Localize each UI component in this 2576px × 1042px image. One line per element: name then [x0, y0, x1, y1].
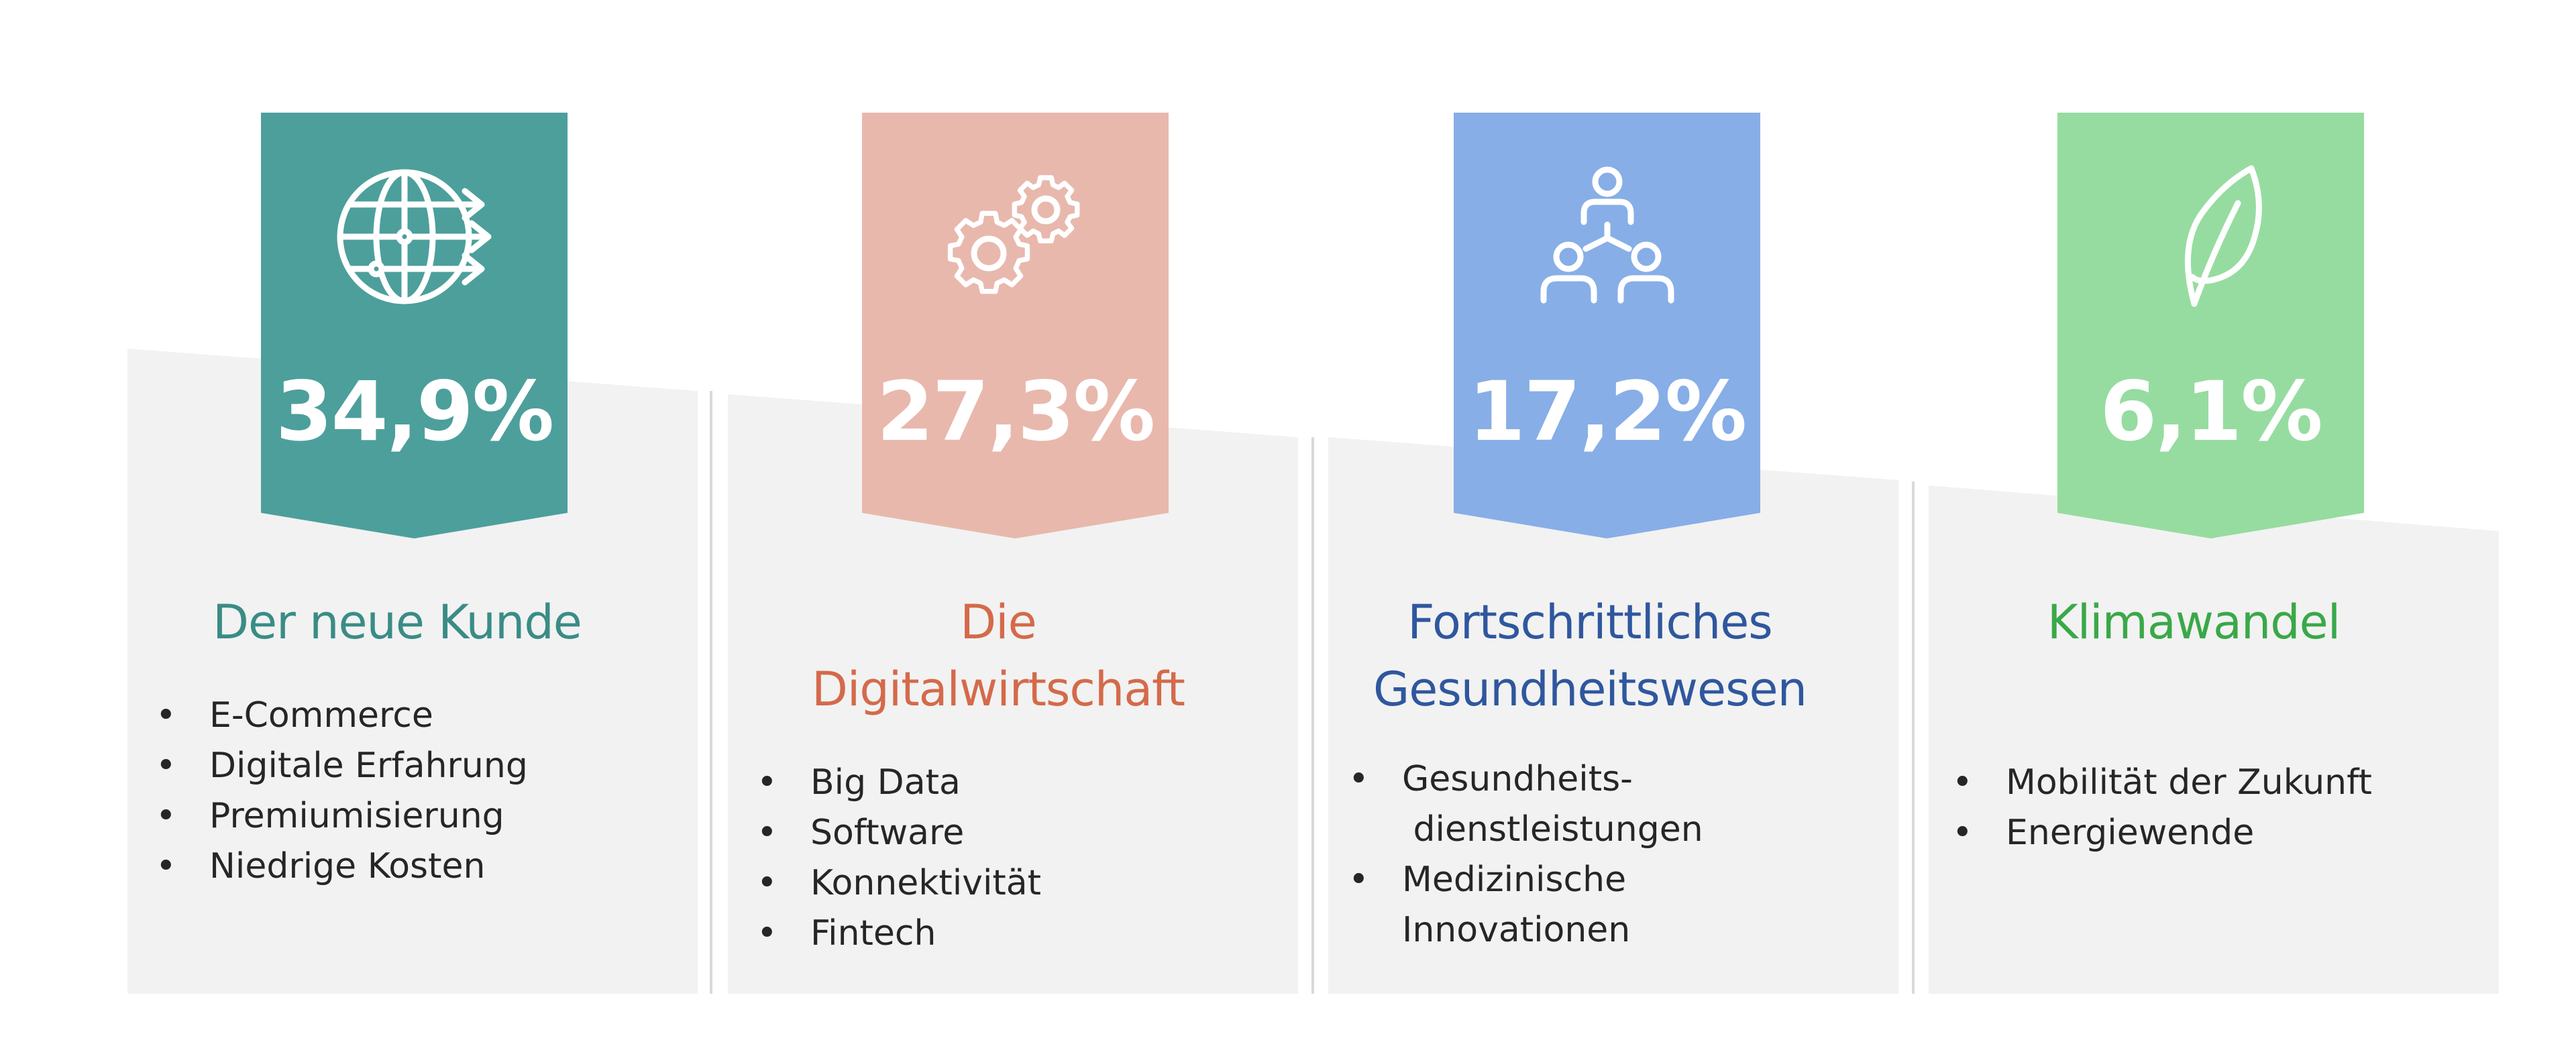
banner: 17,2%	[1454, 113, 1760, 538]
card-title: Fortschrittliches Gesundheitswesen	[1322, 589, 1858, 723]
banner: 27,3%	[862, 113, 1169, 538]
list-item: Niedrige Kosten	[156, 842, 665, 892]
card-title-line: Gesundheitswesen	[1373, 662, 1807, 717]
bullet-list: Mobilität der Zukunft Energiewende	[1952, 758, 2462, 858]
card-der-neue-kunde: 34,9% Der neue Kunde E-Commerce Digitale…	[115, 0, 679, 1042]
percent-value: 34,9%	[275, 364, 554, 459]
list-item: Energiewende	[1952, 808, 2462, 858]
list-item: Medizinische Innovationen	[1348, 855, 1778, 956]
banner: 6,1%	[2057, 113, 2364, 538]
card-klimawandel: 6,1% Klimawandel Mobilität der Zukunft E…	[1912, 0, 2475, 1042]
list-item: Mobilität der Zukunft	[1952, 758, 2462, 808]
percent-value: 17,2%	[1468, 364, 1747, 459]
gears-icon	[862, 160, 1169, 314]
bullet-list: Big Data Software Konnektivität Fintech	[757, 758, 1267, 959]
bullet-list: Gesundheits- dienstleistungen Medizinisc…	[1348, 754, 1778, 956]
bullet-list: E-Commerce Digitale Erfahrung Premiumisi…	[156, 691, 665, 892]
list-item: Premiumisierung	[156, 791, 665, 842]
card-title-line: Der neue Kunde	[213, 595, 582, 650]
card-gesundheitswesen: 17,2% Fortschrittliches Gesundheitswesen…	[1308, 0, 1872, 1042]
card-title-line: Fortschrittliches	[1407, 595, 1773, 650]
card-title-line: Klimawandel	[2047, 595, 2341, 650]
percent-value: 6,1%	[2100, 364, 2322, 459]
percent-value: 27,3%	[876, 364, 1155, 459]
card-digitalwirtschaft: 27,3% Die Digitalwirtschaft Big Data Sof…	[716, 0, 1280, 1042]
card-title: Die Digitalwirtschaft	[730, 589, 1267, 723]
globe-arrows-icon	[261, 160, 568, 314]
list-item: Fintech	[757, 909, 1267, 959]
card-title-line: Digitalwirtschaft	[811, 662, 1185, 717]
list-item: Big Data	[757, 758, 1267, 808]
card-title: Der neue Kunde	[129, 589, 665, 656]
list-item: Software	[757, 808, 1267, 858]
card-bg-4	[1929, 485, 2499, 994]
people-network-icon	[1454, 160, 1760, 314]
banner: 34,9%	[261, 113, 568, 538]
leaf-icon	[2057, 160, 2364, 314]
card-title: Klimawandel	[1925, 589, 2462, 656]
list-item: Digitale Erfahrung	[156, 741, 665, 791]
list-item: Konnektivität	[757, 858, 1267, 909]
list-item: Gesundheits- dienstleistungen	[1348, 754, 1778, 855]
list-item: E-Commerce	[156, 691, 665, 741]
card-title-line: Die	[960, 595, 1036, 650]
